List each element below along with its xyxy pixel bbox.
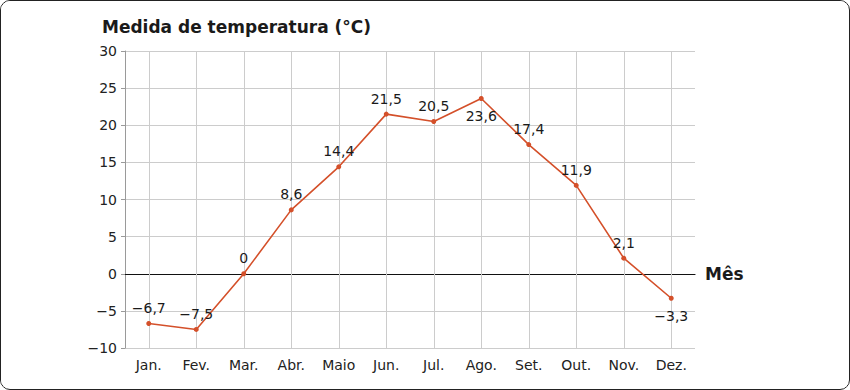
svg-text:Out.: Out. [561, 357, 591, 373]
svg-text:2,1: 2,1 [613, 235, 635, 251]
svg-text:−5: −5 [96, 303, 117, 319]
svg-text:20,5: 20,5 [418, 98, 449, 114]
svg-text:15: 15 [99, 154, 117, 170]
svg-text:−7,5: −7,5 [179, 306, 213, 322]
svg-text:Medida de temperatura (°C): Medida de temperatura (°C) [102, 17, 371, 37]
svg-text:30: 30 [99, 43, 117, 59]
svg-text:Jun.: Jun. [372, 357, 399, 373]
svg-text:11,9: 11,9 [561, 162, 592, 178]
svg-text:Jan.: Jan. [135, 357, 162, 373]
svg-text:0: 0 [239, 250, 248, 266]
svg-text:−3,3: −3,3 [654, 308, 688, 324]
svg-text:14,4: 14,4 [323, 143, 354, 159]
svg-text:17,4: 17,4 [513, 121, 544, 137]
svg-text:21,5: 21,5 [371, 91, 402, 107]
svg-text:Fev.: Fev. [182, 357, 210, 373]
svg-text:−10: −10 [87, 340, 117, 356]
svg-text:5: 5 [108, 229, 117, 245]
svg-text:8,6: 8,6 [280, 186, 302, 202]
svg-text:25: 25 [99, 80, 117, 96]
svg-text:Ago.: Ago. [466, 357, 497, 373]
svg-text:Set.: Set. [515, 357, 542, 373]
svg-text:Jul.: Jul. [422, 357, 444, 373]
svg-text:10: 10 [99, 192, 117, 208]
svg-text:23,6: 23,6 [466, 108, 497, 124]
svg-text:Mar.: Mar. [229, 357, 259, 373]
svg-text:−6,7: −6,7 [132, 300, 166, 316]
svg-text:Dez.: Dez. [656, 357, 687, 373]
svg-text:0: 0 [108, 266, 117, 282]
svg-text:20: 20 [99, 117, 117, 133]
svg-text:Abr.: Abr. [278, 357, 305, 373]
svg-text:Maio: Maio [322, 357, 355, 373]
svg-text:Nov.: Nov. [608, 357, 639, 373]
svg-text:Mês: Mês [705, 264, 744, 284]
